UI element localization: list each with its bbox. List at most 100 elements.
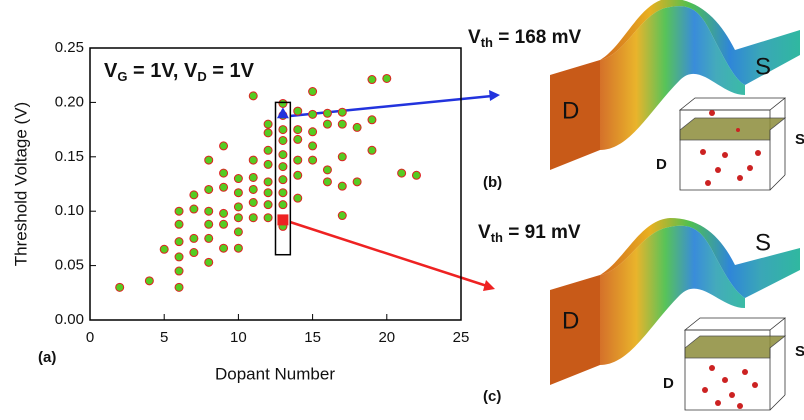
condition-label: VG = 1V, VD = 1V (104, 60, 255, 84)
data-point (189, 248, 199, 258)
data-point (337, 152, 347, 162)
highlight-marker (277, 214, 289, 226)
source-label: S (755, 229, 771, 256)
data-point (263, 200, 273, 210)
subscript: G (117, 69, 127, 84)
arrows (289, 90, 500, 291)
data-point (337, 181, 347, 191)
data-point (278, 188, 288, 198)
data-point (233, 213, 243, 223)
source-label: S (755, 53, 771, 80)
data-point (293, 170, 303, 180)
data-point (263, 213, 273, 223)
subscript: th (491, 230, 503, 245)
data-point (308, 87, 318, 97)
data-point (189, 190, 199, 200)
data-point (233, 227, 243, 237)
drain-label: D (562, 97, 579, 124)
data-point (248, 155, 258, 165)
data-point (411, 170, 421, 180)
data-point (248, 184, 258, 194)
data-point (219, 182, 229, 192)
drain-label: D (663, 375, 674, 392)
vth-label: Vth = 168 mV (468, 27, 581, 50)
drain-label: D (656, 156, 667, 173)
y-axis-label: Threshold Voltage (V) (11, 102, 30, 266)
data-point (397, 168, 407, 178)
data-point (367, 75, 377, 85)
panel-label: (c) (483, 388, 501, 405)
plot-frame (89, 47, 462, 321)
y-tick-label: 0.00 (55, 311, 84, 328)
data-point (278, 135, 288, 145)
x-tick-label: 20 (378, 329, 395, 346)
data-point (204, 257, 214, 267)
data-point (219, 168, 229, 178)
data-point (367, 115, 377, 125)
data-point (248, 197, 258, 207)
text-part: = 168 mV (493, 27, 582, 48)
data-point (204, 155, 214, 165)
data-point (322, 119, 332, 129)
data-point (293, 125, 303, 135)
data-point (233, 202, 243, 212)
data-point (278, 125, 288, 135)
data-point (263, 119, 273, 129)
data-point (248, 172, 258, 182)
x-axis-label: Dopant Number (215, 364, 335, 383)
y-tick-label: 0.05 (55, 257, 84, 274)
panel-label: (a) (38, 349, 56, 366)
data-point (278, 150, 288, 160)
text-part: V (468, 27, 481, 48)
data-point (174, 219, 184, 229)
data-point (352, 177, 362, 187)
x-tick-label: 25 (453, 329, 470, 346)
data-point (204, 219, 214, 229)
data-point (263, 128, 273, 138)
data-point (367, 145, 377, 155)
data-point (278, 200, 288, 210)
data-point (263, 177, 273, 187)
data-point (322, 177, 332, 187)
highlight-marker (276, 107, 289, 119)
data-point (278, 98, 288, 108)
data-point (233, 188, 243, 198)
x-tick-label: 5 (160, 329, 168, 346)
data-point (322, 165, 332, 175)
data-point (337, 119, 347, 129)
y-tick-label: 0.15 (55, 148, 84, 165)
data-point (174, 266, 184, 276)
source-label: S (795, 343, 804, 360)
data-point (159, 244, 169, 254)
text-part: = 1V (207, 60, 255, 82)
data-point (322, 108, 332, 118)
highlight-box (274, 101, 292, 256)
data-point (248, 91, 258, 101)
data-point (293, 155, 303, 165)
data-point (174, 237, 184, 247)
data-point (174, 252, 184, 262)
subscript: D (197, 69, 206, 84)
dopant-box-c (683, 317, 787, 411)
y-tick-label: 0.25 (55, 39, 84, 56)
data-point (219, 219, 229, 229)
data-point (293, 134, 303, 144)
panel-label: (b) (483, 174, 502, 191)
data-point (248, 213, 258, 223)
text-part: = 91 mV (503, 222, 581, 243)
data-point (189, 204, 199, 214)
data-point (278, 175, 288, 185)
data-point (233, 243, 243, 253)
text-part: V (104, 60, 118, 82)
data-point (308, 155, 318, 165)
x-tick-label: 10 (230, 329, 247, 346)
y-tick-label: 0.10 (55, 202, 84, 219)
data-point (293, 193, 303, 203)
data-point (308, 109, 318, 119)
data-point (308, 127, 318, 137)
x-tick-label: 15 (304, 329, 321, 346)
source-label: S (795, 131, 804, 148)
data-point (337, 211, 347, 221)
data-point (233, 174, 243, 184)
